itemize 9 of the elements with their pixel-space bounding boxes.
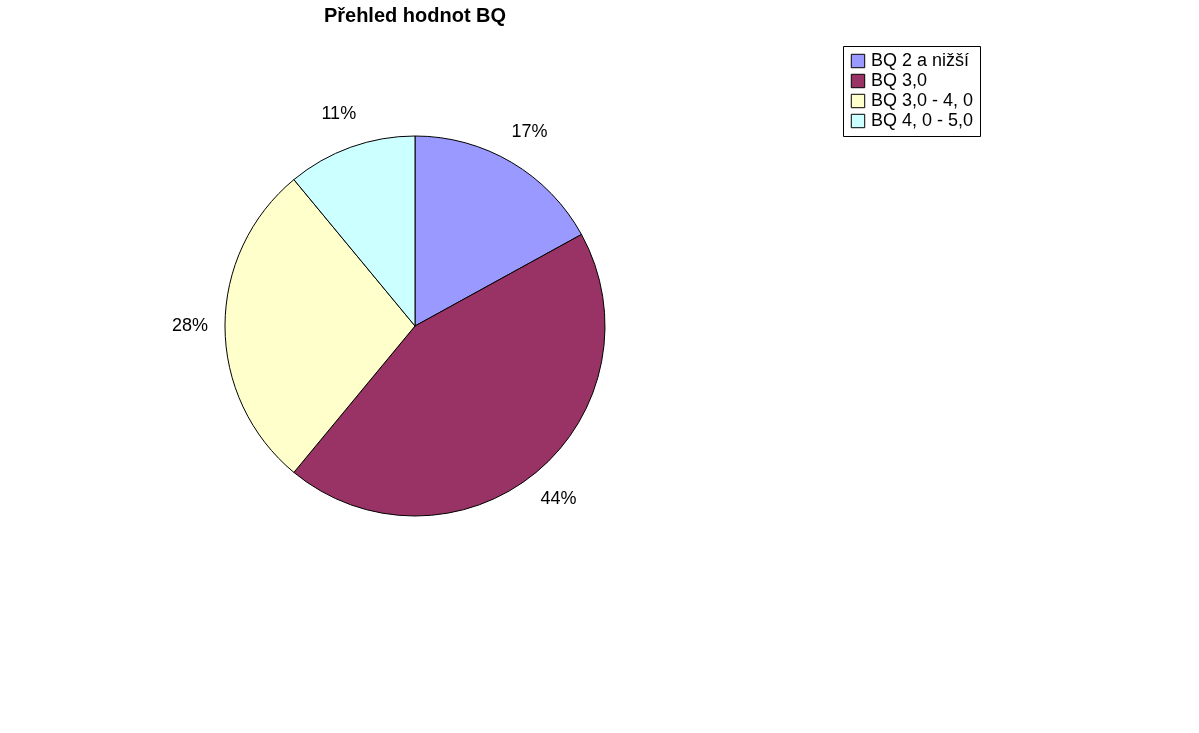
legend-label: BQ 3,0 - 4, 0 <box>871 90 974 110</box>
legend-label: BQ 4, 0 - 5,0 <box>871 110 974 130</box>
data-label: 28% <box>171 315 209 335</box>
data-label: 11% <box>321 103 357 124</box>
data-label: 17% <box>511 121 548 142</box>
data-label: 44% <box>540 488 577 509</box>
chart-title: Přehled hodnot BQ <box>323 3 507 26</box>
legend-label: BQ 3,0 <box>871 70 928 90</box>
legend-label: BQ 2 a nižší <box>871 50 970 70</box>
